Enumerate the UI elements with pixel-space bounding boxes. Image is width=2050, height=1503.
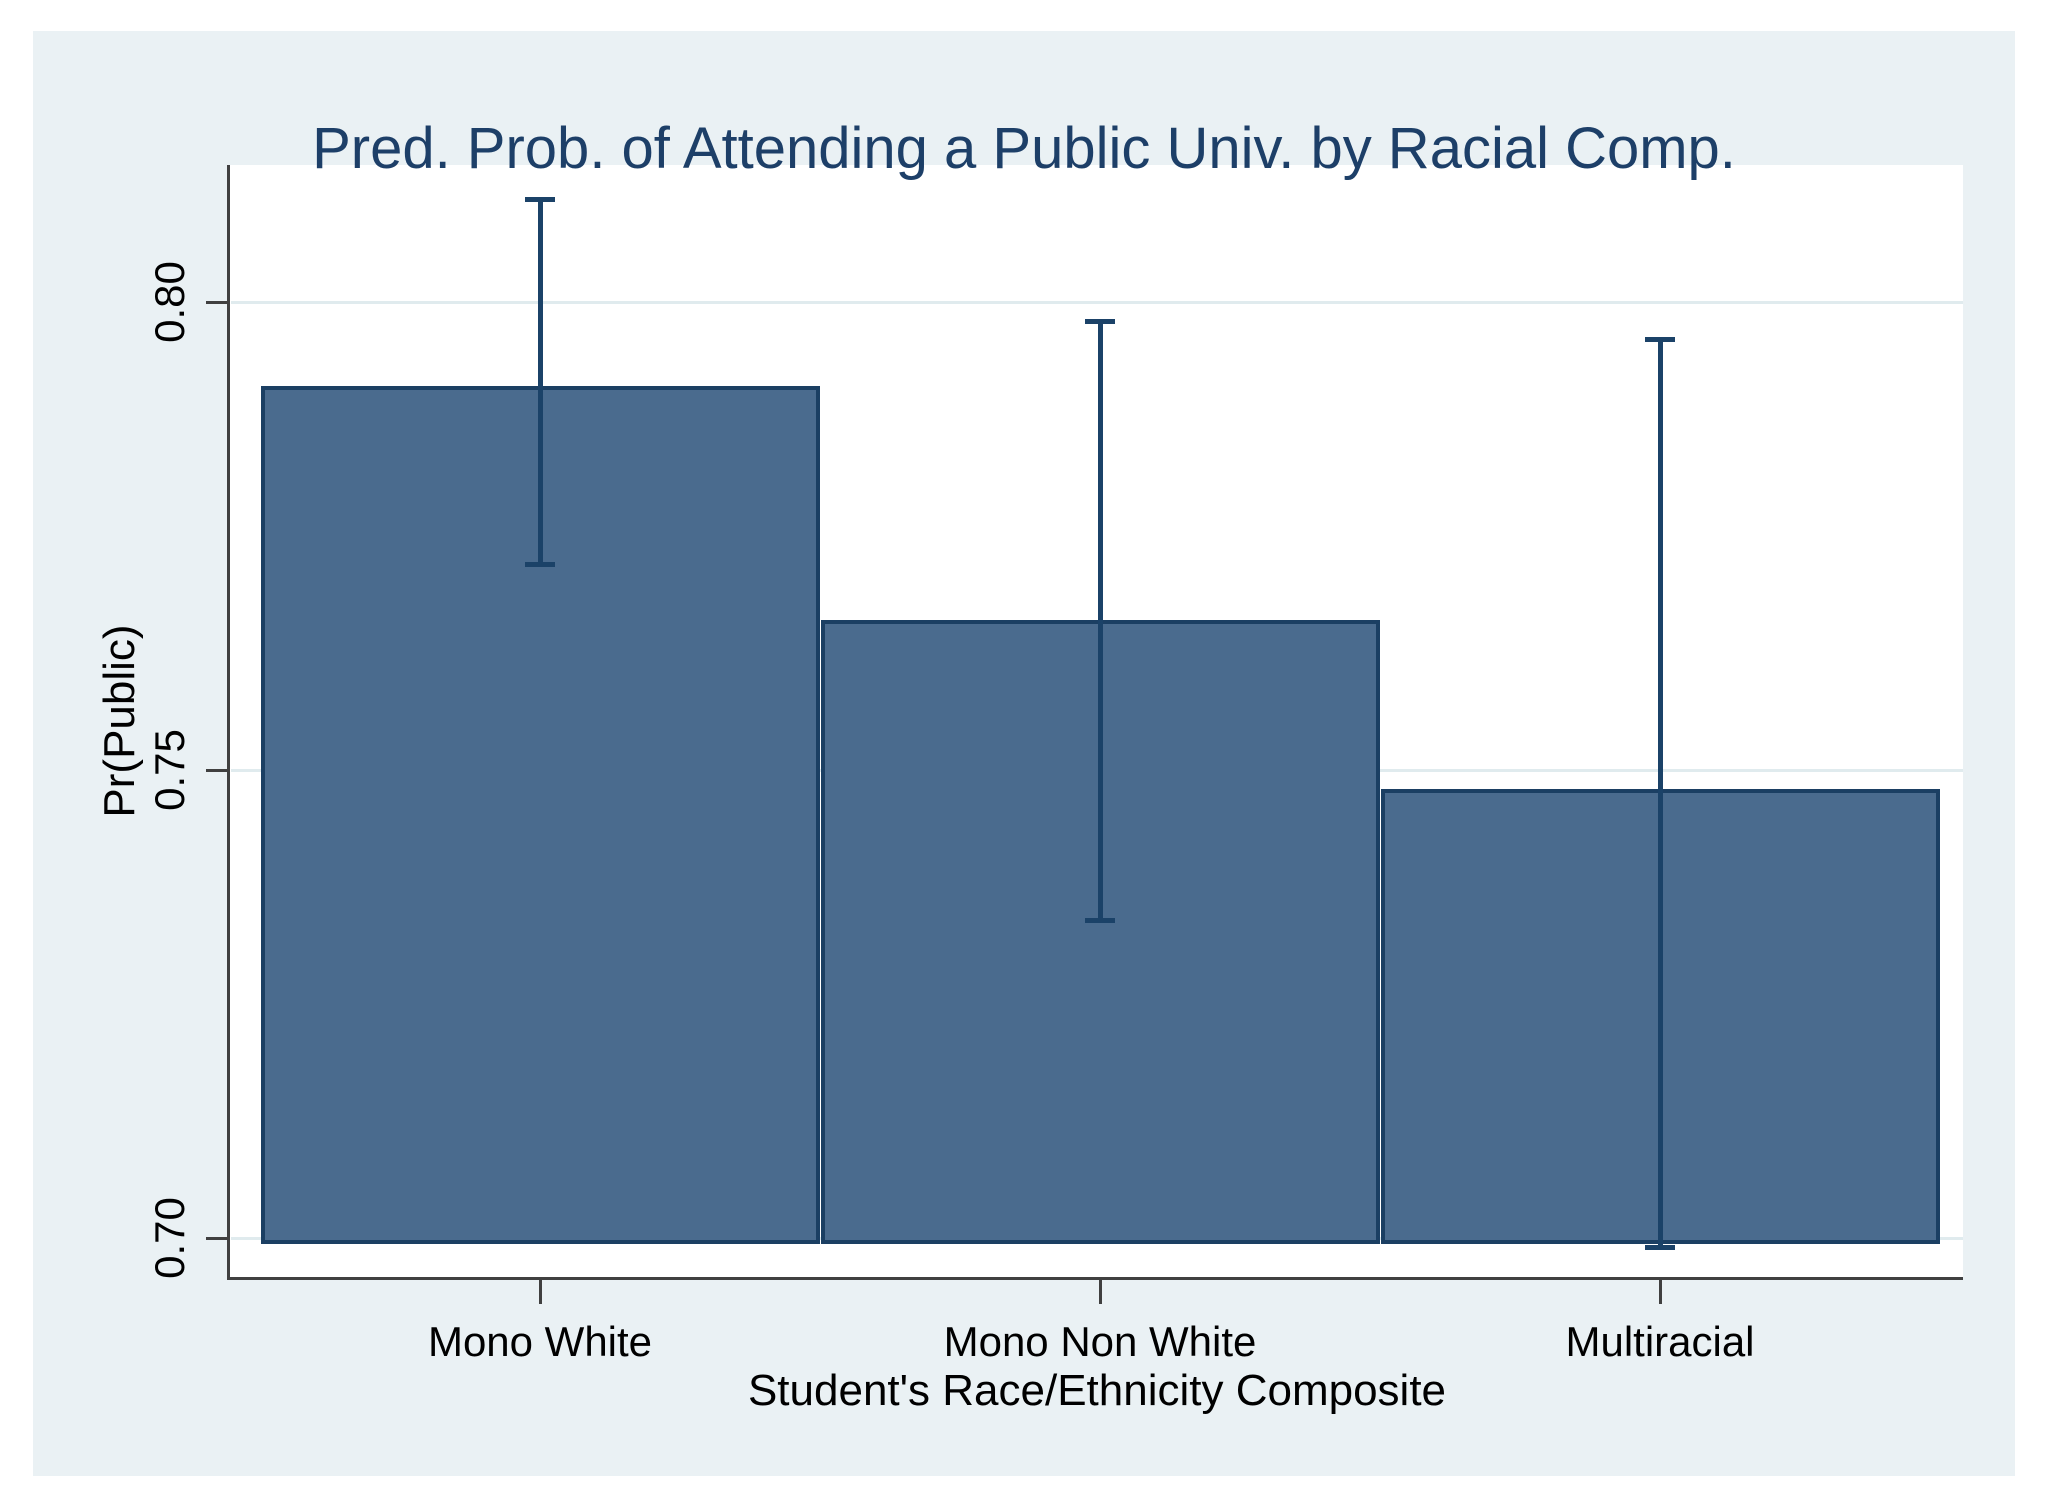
x-tick-multiracial (1659, 1280, 1662, 1304)
error-bar-multiracial (1658, 339, 1663, 1247)
x-tick-label-mono-non-white: Mono Non White (943, 1318, 1257, 1365)
y-tick-label-0-75: 0.75 (146, 729, 193, 811)
gridline-0-80 (231, 301, 1963, 304)
y-tick-0-75 (206, 769, 230, 772)
y-tick-label-0-70: 0.70 (146, 1197, 193, 1279)
x-tick-mono-white (539, 1280, 542, 1304)
error-bar-mono-non-white (1098, 321, 1103, 920)
y-tick-0-70 (206, 1237, 230, 1240)
error-bar-mono-white (538, 199, 543, 564)
x-tick-label-multiracial: Multiracial (1565, 1318, 1755, 1365)
error-bar-cap-top-multiracial (1645, 337, 1675, 342)
error-bar-cap-bottom-multiracial (1645, 1245, 1675, 1250)
x-tick-label-mono-white: Mono White (427, 1318, 653, 1365)
chart-title: Pred. Prob. of Attending a Public Univ. … (312, 116, 1736, 181)
y-tick-label-0-80: 0.80 (146, 261, 193, 343)
chart-canvas: Pred. Prob. of Attending a Public Univ. … (33, 31, 2015, 1476)
x-axis-title: Student's Race/Ethnicity Composite (747, 1366, 1447, 1415)
x-axis-line (227, 1277, 1963, 1280)
error-bar-cap-top-mono-non-white (1085, 319, 1115, 324)
y-axis-line (227, 165, 230, 1280)
y-tick-0-80 (206, 301, 230, 304)
error-bar-cap-bottom-mono-white (525, 562, 555, 567)
error-bar-cap-bottom-mono-non-white (1085, 918, 1115, 923)
y-axis-title: Pr(Public) (95, 624, 144, 818)
x-tick-mono-non-white (1099, 1280, 1102, 1304)
error-bar-cap-top-mono-white (525, 197, 555, 202)
